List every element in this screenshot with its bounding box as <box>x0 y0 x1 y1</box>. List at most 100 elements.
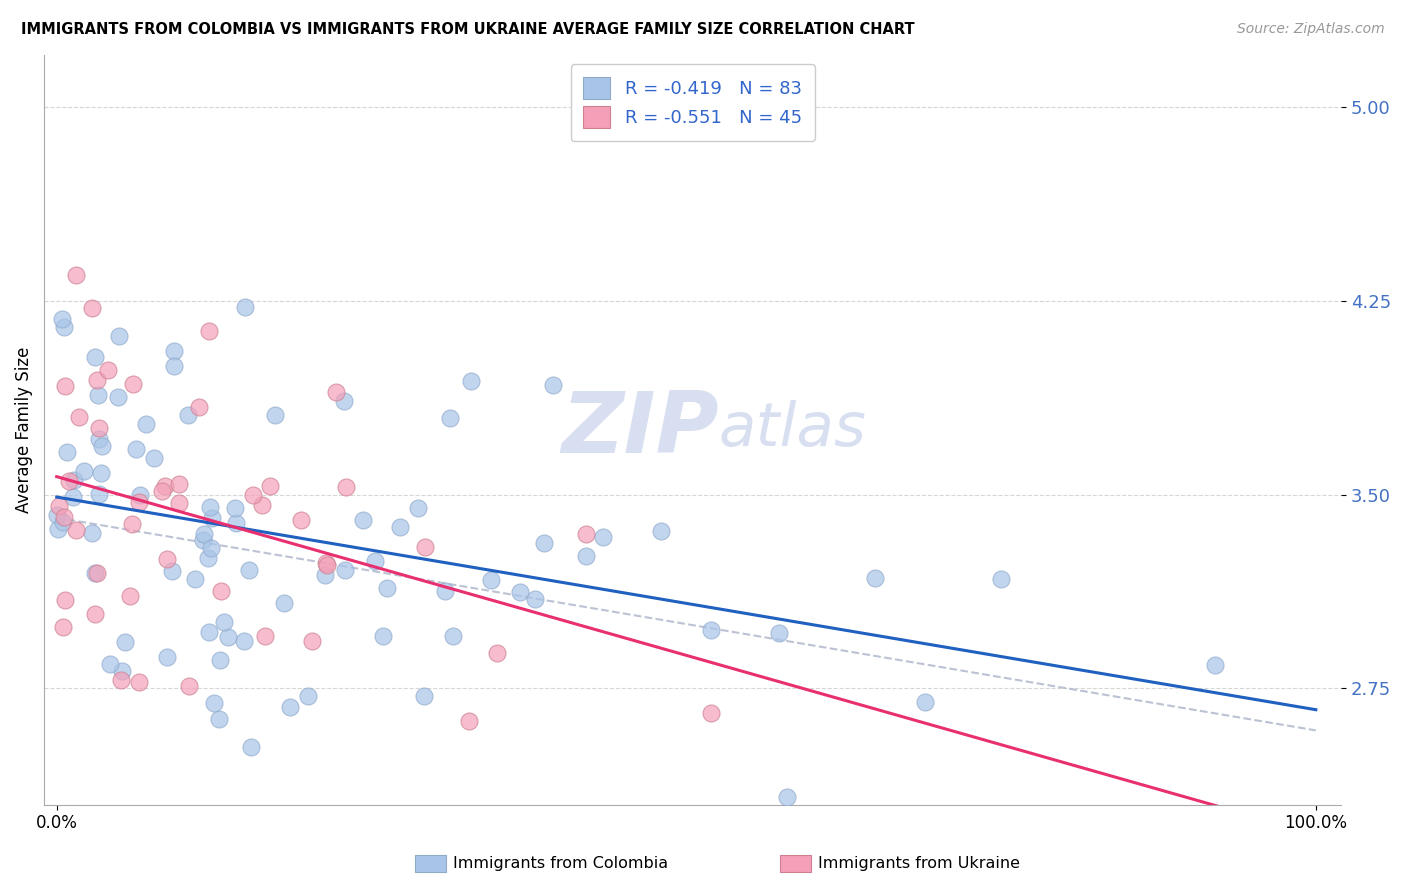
Point <box>250 498 273 512</box>
Point <box>914 695 936 709</box>
Point <box>254 629 277 643</box>
Point <box>52 620 75 634</box>
Point <box>700 706 723 720</box>
Point <box>273 596 295 610</box>
Point <box>128 675 150 690</box>
Point <box>209 583 232 598</box>
Point <box>441 629 464 643</box>
Point <box>333 394 356 409</box>
Point <box>433 583 456 598</box>
Y-axis label: Average Family Size: Average Family Size <box>15 347 32 513</box>
Point <box>87 421 110 435</box>
Point <box>86 566 108 580</box>
Point <box>412 690 434 704</box>
Point <box>200 541 222 555</box>
Point <box>198 325 221 339</box>
Point <box>48 499 70 513</box>
Point <box>52 516 75 530</box>
Point <box>80 301 103 316</box>
Point <box>776 790 799 805</box>
Point <box>89 432 111 446</box>
Point <box>335 480 357 494</box>
Point <box>650 524 672 538</box>
Point <box>333 563 356 577</box>
Point <box>863 571 886 585</box>
Point <box>83 350 105 364</box>
Point <box>439 410 461 425</box>
Point <box>184 572 207 586</box>
Point <box>224 500 246 515</box>
Point <box>408 501 430 516</box>
Point <box>1204 657 1226 672</box>
Point <box>80 525 103 540</box>
Point <box>177 409 200 423</box>
Point <box>65 268 87 282</box>
Point <box>179 679 201 693</box>
Point <box>198 500 221 515</box>
Point <box>84 607 107 622</box>
Text: ZIP: ZIP <box>561 388 718 471</box>
Point <box>128 495 150 509</box>
Point <box>371 629 394 643</box>
Point <box>121 517 143 532</box>
Point <box>156 650 179 665</box>
Point <box>160 564 183 578</box>
Point <box>193 527 215 541</box>
Point <box>768 626 790 640</box>
Point <box>193 533 215 547</box>
Point <box>98 657 121 672</box>
Point <box>259 478 281 492</box>
Point <box>592 530 614 544</box>
Point <box>67 410 90 425</box>
Point <box>52 510 75 524</box>
Point <box>457 714 479 728</box>
Point <box>167 477 190 491</box>
Point <box>142 451 165 466</box>
Point <box>364 554 387 568</box>
Point <box>153 479 176 493</box>
Text: Immigrants from Ukraine: Immigrants from Ukraine <box>818 856 1021 871</box>
Point <box>118 589 141 603</box>
Point <box>55 444 77 458</box>
Point <box>297 689 319 703</box>
Point <box>107 390 129 404</box>
Point <box>128 488 150 502</box>
Point <box>290 513 312 527</box>
Point <box>990 572 1012 586</box>
Point <box>301 634 323 648</box>
Point <box>97 362 120 376</box>
Point <box>51 312 73 326</box>
Point <box>509 585 531 599</box>
Point <box>233 300 256 314</box>
Point <box>86 373 108 387</box>
Point <box>53 593 76 607</box>
Legend: R = -0.419   N = 83, R = -0.551   N = 45: R = -0.419 N = 83, R = -0.551 N = 45 <box>571 64 814 141</box>
Point <box>125 442 148 456</box>
Point <box>73 465 96 479</box>
Point <box>53 379 76 393</box>
Point <box>240 739 263 754</box>
Point <box>574 527 596 541</box>
Point <box>217 630 239 644</box>
Point <box>315 556 337 570</box>
Point <box>208 712 231 726</box>
Point <box>110 673 132 687</box>
Point <box>84 566 107 580</box>
Text: Immigrants from Colombia: Immigrants from Colombia <box>453 856 668 871</box>
Point <box>114 635 136 649</box>
Point <box>238 563 260 577</box>
Point <box>167 496 190 510</box>
Point <box>242 488 264 502</box>
Point <box>202 696 225 710</box>
Text: atlas: atlas <box>718 401 866 459</box>
Point <box>460 375 482 389</box>
Point <box>45 508 67 522</box>
Point <box>198 624 221 639</box>
Point <box>163 359 186 373</box>
Point <box>208 653 231 667</box>
Point <box>187 401 209 415</box>
Point <box>415 540 437 554</box>
Point <box>62 474 84 488</box>
Point <box>314 568 336 582</box>
Point <box>135 417 157 432</box>
